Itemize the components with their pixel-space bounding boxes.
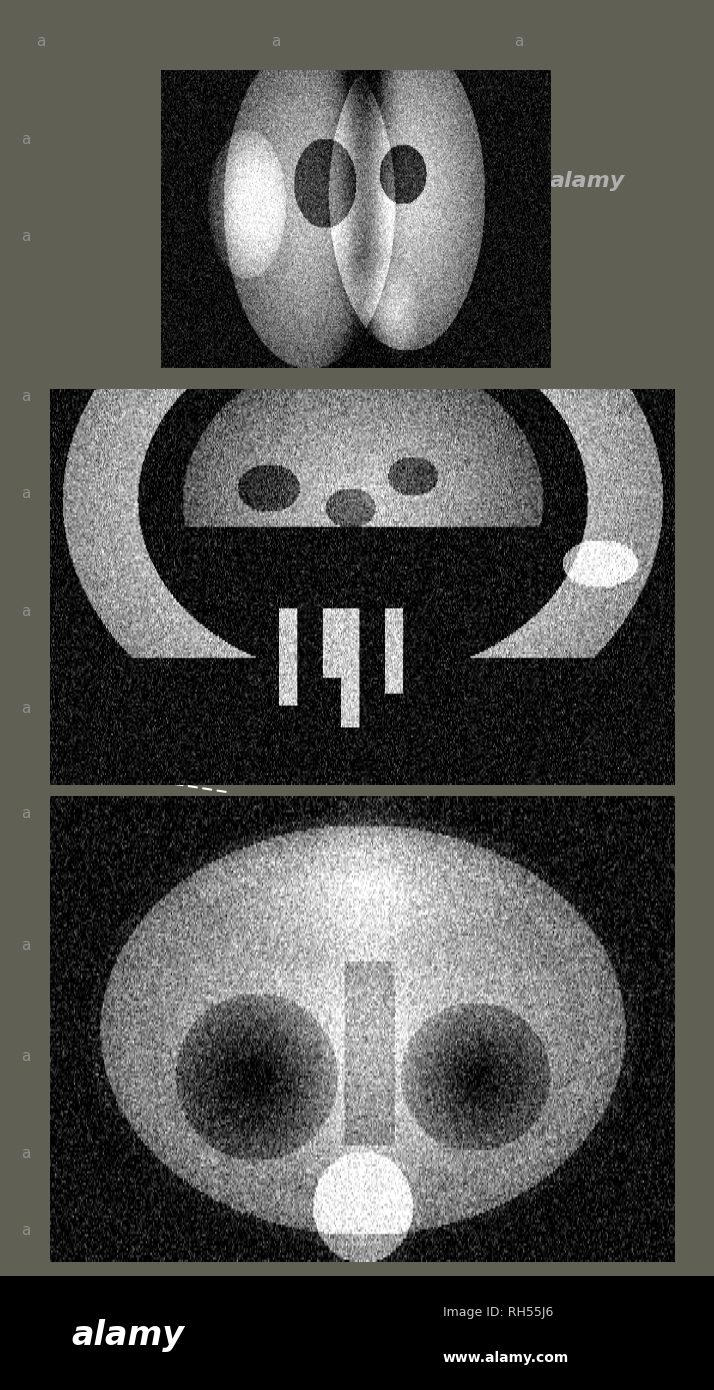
Text: a: a <box>514 605 523 619</box>
Text: a: a <box>271 229 281 243</box>
Text: www.alamy.com: www.alamy.com <box>443 1351 569 1365</box>
Text: a: a <box>271 702 281 716</box>
Text: a: a <box>21 938 31 952</box>
Text: a: a <box>271 35 281 49</box>
Text: a: a <box>514 1223 523 1237</box>
Text: a: a <box>514 1147 523 1161</box>
Text: a: a <box>21 486 31 500</box>
Text: a: a <box>514 806 523 820</box>
Text: a: a <box>514 702 523 716</box>
Text: a: a <box>36 35 45 49</box>
Text: a: a <box>271 1049 281 1063</box>
Text: C: C <box>423 254 431 265</box>
Text: a: a <box>271 1223 281 1237</box>
Text: a: a <box>21 1049 31 1063</box>
Text: a: a <box>21 605 31 619</box>
Text: a: a <box>271 938 281 952</box>
Text: Image ID: RH55J6: Image ID: RH55J6 <box>443 1307 553 1319</box>
Text: a: a <box>271 605 281 619</box>
Text: a: a <box>21 702 31 716</box>
Bar <box>0 1276 714 1390</box>
Text: a: a <box>514 486 523 500</box>
Text: a: a <box>21 389 31 403</box>
Text: alamy: alamy <box>71 1319 184 1352</box>
Text: a: a <box>514 132 523 146</box>
Text: a: a <box>271 486 281 500</box>
Text: M: M <box>362 314 373 325</box>
Text: PB: PB <box>134 759 151 770</box>
Text: a: a <box>21 806 31 820</box>
Text: a: a <box>21 1147 31 1161</box>
Text: alamy: alamy <box>550 171 625 190</box>
Text: a: a <box>514 389 523 403</box>
Text: a: a <box>514 35 523 49</box>
Text: P: P <box>363 210 372 221</box>
Text: a: a <box>514 229 523 243</box>
Text: a: a <box>514 1049 523 1063</box>
Text: S: S <box>481 684 490 698</box>
Text: a: a <box>271 806 281 820</box>
Text: /: / <box>500 203 508 224</box>
Text: a: a <box>271 1147 281 1161</box>
Text: S: S <box>321 1227 329 1241</box>
Text: a: a <box>514 938 523 952</box>
Text: a: a <box>21 229 31 243</box>
Text: a: a <box>21 132 31 146</box>
Text: a: a <box>271 389 281 403</box>
Text: a: a <box>21 1223 31 1237</box>
